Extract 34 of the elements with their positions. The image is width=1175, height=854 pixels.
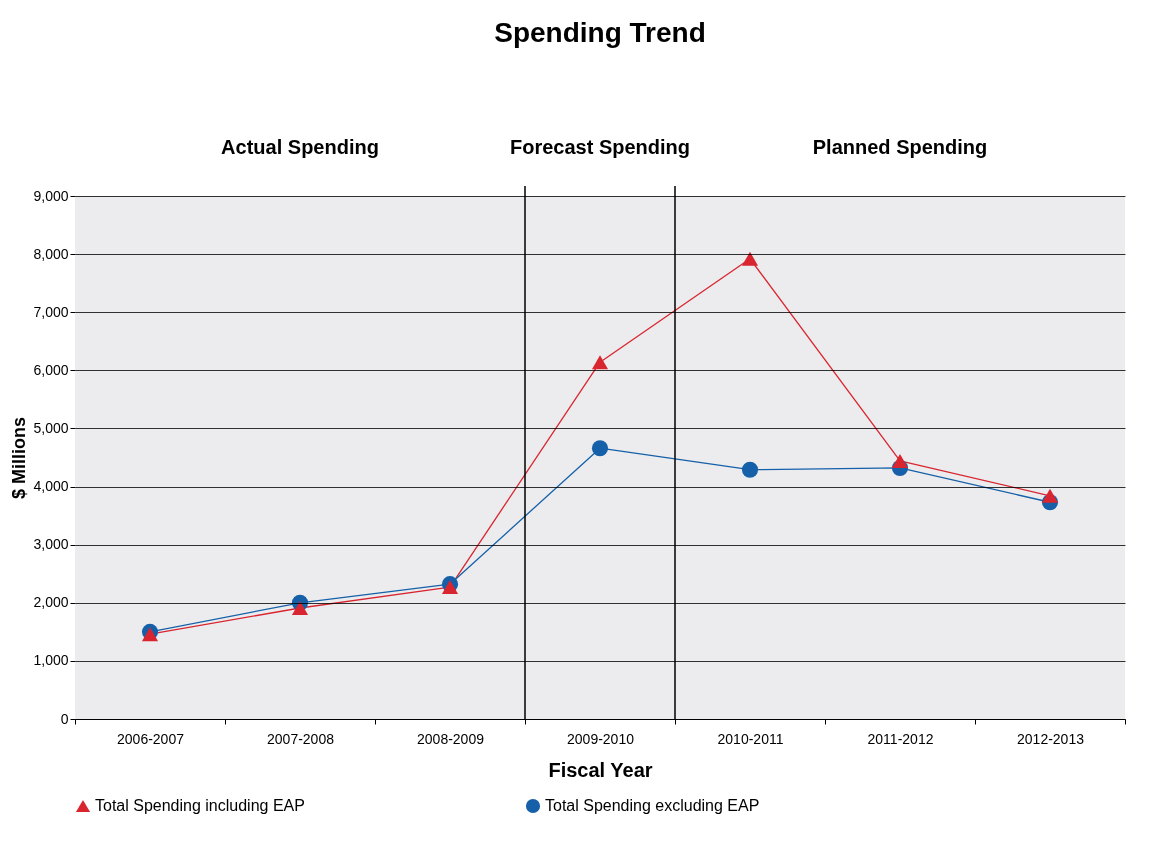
- y-tick-label: 4,000: [33, 478, 69, 495]
- x-tick-label: 2010-2011: [717, 730, 784, 747]
- y-tick-label: 7,000: [33, 303, 69, 320]
- x-axis-title: Fiscal Year: [548, 758, 653, 781]
- point: [741, 461, 759, 478]
- point: [741, 251, 759, 266]
- point: [891, 454, 909, 468]
- x-tick-label: 2008-2009: [417, 730, 485, 747]
- x-tick-label: 2011-2012: [867, 730, 934, 747]
- band-label: Forecast Spending: [509, 136, 691, 158]
- point: [141, 627, 159, 642]
- point: [441, 580, 459, 595]
- y-tick-label: 1,000: [33, 652, 69, 669]
- point: [1041, 488, 1059, 503]
- y-tick-label: 8,000: [33, 245, 69, 262]
- y-tick-label: 3,000: [33, 536, 69, 553]
- chart-title: Spending Trend: [494, 17, 706, 48]
- x-tick-label: 2012-2013: [1017, 730, 1085, 747]
- y-tick-label: 0: [60, 710, 69, 727]
- x-tick-label: 2007-2008: [267, 730, 335, 747]
- band-label: Planned Spending: [812, 136, 988, 158]
- point: [591, 440, 609, 457]
- legend-label: Total Spending excluding EAP: [545, 797, 760, 814]
- y-tick-label: 6,000: [33, 361, 69, 378]
- x-tick-label: 2006-2007: [117, 730, 185, 747]
- y-tick-label: 9,000: [33, 187, 69, 204]
- point: [591, 355, 609, 370]
- x-tick-label: 2009-2010: [567, 730, 635, 747]
- y-tick-label: 5,000: [33, 419, 69, 436]
- y-axis-title: $ Millions: [9, 416, 30, 500]
- y-tick-label: 2,000: [33, 594, 69, 611]
- band-label: Actual Spending: [221, 136, 379, 158]
- legend-label: Total Spending including EAP: [95, 797, 305, 814]
- point: [291, 601, 309, 615]
